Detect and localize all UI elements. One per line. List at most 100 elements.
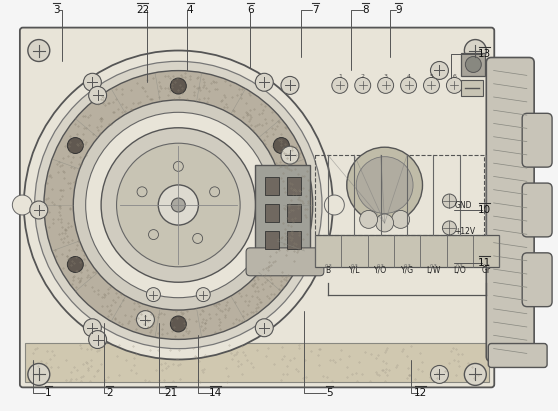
Text: 2: 2 — [360, 74, 365, 79]
Circle shape — [86, 112, 271, 298]
Circle shape — [28, 39, 50, 62]
Text: Y/O: Y/O — [374, 266, 387, 275]
Circle shape — [101, 128, 256, 282]
Text: 22: 22 — [136, 5, 150, 15]
Bar — [255, 165, 310, 260]
Text: 21: 21 — [164, 388, 177, 398]
Text: 0.3: 0.3 — [430, 264, 437, 269]
FancyBboxPatch shape — [522, 183, 552, 237]
Circle shape — [355, 77, 371, 93]
Circle shape — [464, 39, 487, 62]
Circle shape — [24, 51, 333, 360]
Circle shape — [30, 201, 48, 219]
Circle shape — [273, 138, 290, 153]
Text: 12: 12 — [414, 388, 427, 398]
Text: 14: 14 — [209, 388, 222, 398]
Circle shape — [84, 73, 102, 91]
Circle shape — [465, 56, 482, 72]
Circle shape — [378, 77, 393, 93]
Circle shape — [89, 86, 107, 104]
Circle shape — [332, 77, 348, 93]
Circle shape — [430, 365, 449, 383]
Circle shape — [273, 256, 290, 272]
Bar — [265, 177, 279, 195]
Text: 1: 1 — [45, 388, 51, 398]
Text: 1: 1 — [338, 74, 341, 79]
Text: 13: 13 — [478, 49, 492, 59]
Circle shape — [68, 138, 83, 153]
FancyBboxPatch shape — [246, 248, 324, 276]
Circle shape — [356, 157, 413, 213]
Bar — [287, 177, 301, 195]
Circle shape — [256, 73, 273, 91]
Text: 4: 4 — [187, 5, 193, 15]
Circle shape — [424, 77, 440, 93]
Circle shape — [28, 363, 50, 386]
Bar — [287, 231, 301, 249]
Text: 3: 3 — [53, 5, 60, 15]
Circle shape — [347, 147, 422, 223]
Circle shape — [148, 230, 158, 240]
Text: 5: 5 — [430, 74, 434, 79]
Bar — [265, 231, 279, 249]
Circle shape — [464, 363, 487, 386]
Text: Y/G: Y/G — [401, 266, 413, 275]
Text: 4: 4 — [407, 74, 411, 79]
Circle shape — [281, 146, 299, 164]
Circle shape — [44, 71, 312, 339]
Text: 0.3: 0.3 — [482, 264, 490, 269]
FancyBboxPatch shape — [522, 113, 552, 167]
Circle shape — [117, 143, 240, 267]
Bar — [461, 53, 485, 76]
Bar — [265, 204, 279, 222]
Bar — [315, 235, 499, 267]
Text: B: B — [325, 266, 330, 275]
Text: 0.3: 0.3 — [377, 264, 384, 269]
FancyBboxPatch shape — [487, 58, 534, 361]
FancyBboxPatch shape — [20, 28, 494, 388]
Text: 9: 9 — [395, 5, 402, 15]
Bar — [315, 155, 484, 235]
Circle shape — [430, 62, 449, 79]
Circle shape — [84, 319, 102, 337]
Circle shape — [401, 77, 416, 93]
Text: 7: 7 — [312, 5, 319, 15]
Text: 11: 11 — [478, 258, 492, 268]
Text: 0.3: 0.3 — [456, 264, 464, 269]
Circle shape — [256, 319, 273, 337]
Text: +12V: +12V — [454, 227, 475, 236]
Text: 2: 2 — [106, 388, 113, 398]
Circle shape — [376, 214, 393, 232]
Circle shape — [73, 100, 283, 310]
Bar — [25, 342, 489, 382]
Text: 0.3: 0.3 — [403, 264, 411, 269]
Text: 5: 5 — [326, 388, 333, 398]
Text: L/W: L/W — [426, 266, 441, 275]
Circle shape — [137, 187, 147, 197]
Text: Gr: Gr — [482, 266, 490, 275]
Text: Y/L: Y/L — [349, 266, 360, 275]
Text: L/O: L/O — [453, 266, 466, 275]
Circle shape — [174, 162, 184, 171]
Text: 6: 6 — [453, 74, 456, 79]
Circle shape — [210, 187, 220, 197]
Text: 10: 10 — [478, 205, 492, 215]
Circle shape — [446, 77, 463, 93]
Circle shape — [392, 210, 410, 229]
Text: 8: 8 — [363, 5, 369, 15]
Text: 3: 3 — [384, 74, 388, 79]
Circle shape — [442, 194, 456, 208]
Circle shape — [281, 76, 299, 95]
Circle shape — [442, 221, 456, 235]
Circle shape — [35, 61, 322, 349]
Circle shape — [137, 311, 155, 328]
Circle shape — [193, 233, 203, 243]
Circle shape — [170, 316, 186, 332]
Text: 0.3: 0.3 — [350, 264, 358, 269]
Bar — [287, 204, 301, 222]
Circle shape — [12, 195, 32, 215]
Circle shape — [170, 78, 186, 94]
Circle shape — [68, 256, 83, 272]
Circle shape — [89, 330, 107, 349]
Text: 0.3: 0.3 — [324, 264, 332, 269]
